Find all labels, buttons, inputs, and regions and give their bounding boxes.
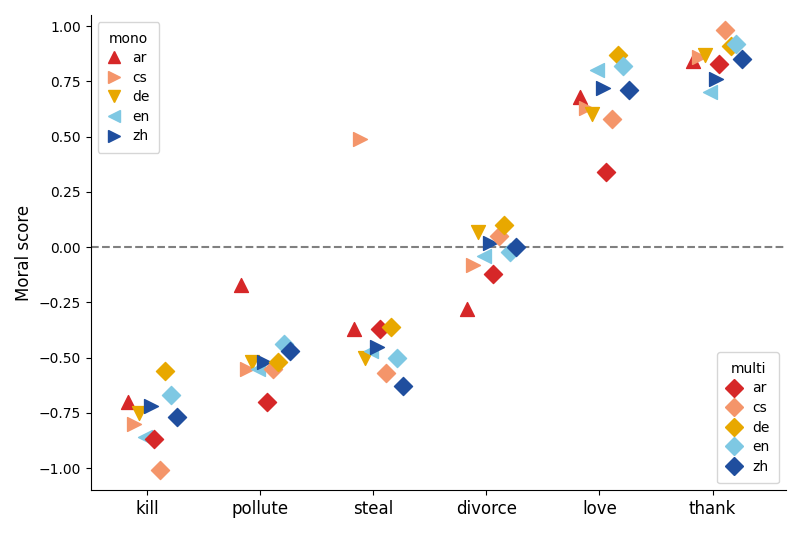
Point <box>735 55 748 63</box>
Point <box>606 115 618 123</box>
Point <box>483 238 496 247</box>
Point <box>260 398 273 406</box>
Point <box>153 466 166 475</box>
Point <box>396 382 409 391</box>
Point <box>687 57 700 66</box>
Point <box>472 228 485 236</box>
Point <box>493 232 505 240</box>
Point <box>144 402 157 410</box>
Point <box>466 261 479 269</box>
Point <box>585 110 598 119</box>
Point <box>591 66 604 75</box>
Point <box>498 221 511 229</box>
Point <box>477 252 490 260</box>
Point <box>170 413 183 422</box>
Point <box>348 325 360 333</box>
Point <box>611 51 624 59</box>
Point <box>240 365 253 373</box>
Point <box>698 51 711 59</box>
Point <box>127 419 140 428</box>
Point <box>487 269 500 278</box>
Point <box>704 88 717 96</box>
Point <box>147 435 160 443</box>
Point <box>284 347 296 356</box>
Point <box>380 369 392 377</box>
Point <box>600 168 613 176</box>
Point <box>266 365 279 373</box>
Point <box>574 93 586 101</box>
Point <box>164 391 177 400</box>
Point <box>724 42 737 50</box>
Point <box>391 353 404 362</box>
Point <box>710 75 723 83</box>
Y-axis label: Moral score: Moral score <box>15 205 33 301</box>
Point <box>159 367 171 375</box>
Point <box>133 409 146 417</box>
Point <box>713 59 726 68</box>
Point <box>359 353 372 362</box>
Point <box>718 26 731 35</box>
Point <box>246 358 259 366</box>
Point <box>235 280 248 289</box>
Point <box>353 134 366 143</box>
Point <box>385 322 398 331</box>
Point <box>622 86 635 94</box>
Point <box>252 365 264 373</box>
Point <box>579 103 592 112</box>
Point <box>617 62 630 70</box>
Point <box>461 305 473 313</box>
Point <box>504 247 517 256</box>
Point <box>374 325 387 333</box>
Point <box>278 340 291 349</box>
Point <box>509 243 522 252</box>
Point <box>139 433 151 441</box>
Legend: ar, cs, de, en, zh: ar, cs, de, en, zh <box>717 352 779 483</box>
Point <box>364 347 377 356</box>
Point <box>693 53 706 61</box>
Point <box>730 39 743 48</box>
Point <box>257 358 270 366</box>
Point <box>370 342 383 351</box>
Point <box>272 358 284 366</box>
Point <box>597 84 610 92</box>
Point <box>122 398 135 406</box>
